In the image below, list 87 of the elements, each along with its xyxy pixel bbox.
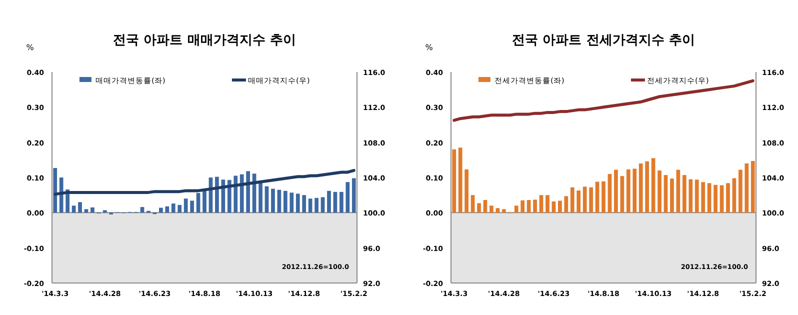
bar [202, 190, 206, 213]
bar [464, 169, 468, 213]
bar [320, 197, 325, 213]
bar [290, 192, 294, 213]
bar [215, 176, 219, 213]
bar [72, 206, 76, 213]
bar [701, 182, 706, 213]
chart-title: 전국 아파트 전세가격지수 추이 [512, 33, 695, 48]
line-series [54, 168, 356, 196]
bar [165, 206, 170, 213]
bar [664, 175, 668, 213]
bar [490, 206, 494, 213]
bar [184, 198, 188, 213]
bar [221, 180, 226, 213]
bar [558, 200, 562, 213]
bar [346, 182, 350, 213]
bar [78, 202, 82, 213]
bar [608, 174, 612, 213]
bar [707, 183, 712, 213]
bar [190, 200, 194, 213]
bar [602, 181, 606, 213]
bar [626, 169, 630, 213]
bar [302, 195, 306, 213]
bar [458, 148, 462, 213]
bar [589, 187, 593, 213]
bar [258, 181, 262, 213]
bar [90, 207, 94, 213]
bar [546, 195, 550, 213]
bar [744, 163, 749, 213]
bar [750, 160, 755, 213]
bar [514, 206, 518, 213]
bar [520, 200, 525, 213]
bar [726, 183, 730, 213]
bar [651, 158, 656, 213]
bar [340, 192, 344, 213]
bar [714, 184, 718, 213]
bar [171, 204, 176, 213]
bar [483, 200, 488, 213]
bar [738, 170, 742, 213]
bar [614, 170, 618, 213]
y-axis-title: % [425, 43, 434, 52]
line-series [452, 79, 754, 122]
y-axis-title: % [26, 43, 34, 52]
bar [638, 163, 643, 213]
bar [283, 190, 288, 213]
bar [178, 204, 182, 213]
bar [240, 174, 244, 213]
bar [632, 168, 637, 213]
bar [502, 209, 506, 213]
bar [720, 185, 724, 213]
bar [539, 195, 544, 213]
bar [658, 170, 662, 213]
bar [688, 179, 693, 213]
bar [102, 210, 107, 213]
bar [676, 170, 680, 213]
bar [620, 176, 624, 213]
bar [477, 203, 481, 213]
bar [533, 200, 537, 213]
bar [271, 188, 275, 213]
bar [333, 192, 338, 213]
bar [582, 186, 587, 213]
bar [452, 149, 456, 213]
bar [53, 168, 58, 213]
bar [595, 182, 600, 213]
bar [694, 180, 699, 213]
bar [84, 209, 88, 213]
bar [314, 198, 318, 213]
bar [246, 171, 250, 213]
bar [670, 178, 674, 213]
bar [645, 161, 649, 213]
bar [227, 180, 232, 213]
bar [308, 198, 312, 213]
bar [682, 175, 686, 213]
chart-title: 전국 아파트 매매가격지수 추이 [113, 33, 296, 48]
bar [526, 200, 531, 213]
bar [470, 195, 475, 213]
bar [159, 208, 163, 213]
bar [296, 194, 300, 213]
bar [564, 196, 568, 213]
bar [59, 178, 64, 213]
bar [234, 176, 238, 213]
bar [327, 190, 331, 213]
bar [196, 192, 200, 213]
bar [732, 178, 736, 213]
bar [570, 187, 574, 213]
bar [352, 178, 356, 213]
bar [576, 190, 581, 213]
